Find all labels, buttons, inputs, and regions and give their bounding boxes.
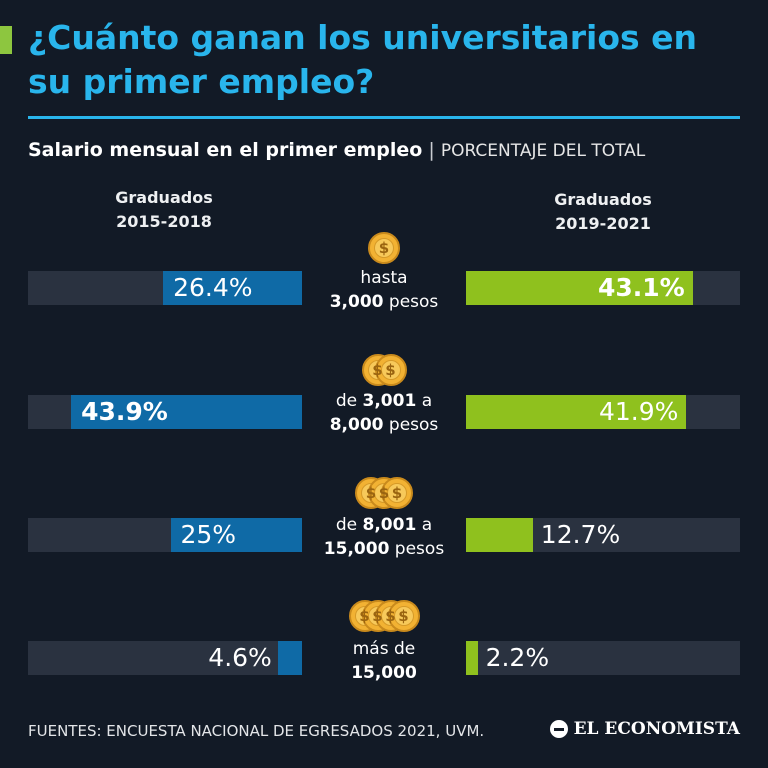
right-header-line1: Graduados (554, 190, 652, 209)
left-value-label: 4.6% (208, 643, 272, 672)
right-value-label: 43.1% (597, 273, 685, 302)
coin-icon: $ (355, 477, 387, 509)
subtitle-separator: | (428, 139, 435, 161)
coin-stack: $ $ $ (355, 477, 413, 511)
left-bar-track: 26.4% (28, 271, 302, 305)
category-label: de 8,001 a 15,000 pesos (323, 515, 445, 559)
source-note: FUENTES: ENCUESTA NACIONAL DE EGRESADOS … (28, 722, 485, 740)
right-value-label: 41.9% (598, 397, 679, 426)
left-bar (71, 395, 302, 429)
coin-icon: $ (374, 354, 407, 386)
coin-stack: $ $ $ $ (348, 600, 420, 634)
coin-icon: $ (368, 232, 400, 264)
subtitle-text: Salario mensual en el primer empleo (28, 139, 423, 161)
title-accent-bar (0, 26, 12, 54)
left-bar-track: 43.9% (28, 395, 302, 429)
left-bar-track: 4.6% (28, 641, 302, 675)
category-label: de 3,001 a 8,000 pesos (329, 391, 439, 435)
coin-icon: $ (387, 600, 420, 632)
left-value-label: 26.4% (173, 273, 253, 302)
category-label: hasta 3,000 pesos (329, 268, 439, 312)
left-bar (277, 641, 302, 675)
right-bar-track: 12.7% (466, 518, 740, 552)
right-bar-track: 41.9% (466, 395, 740, 429)
publisher-logo: EL ECONOMISTA (549, 719, 740, 739)
right-bar (466, 518, 533, 552)
left-bar (163, 271, 302, 305)
right-bar-track: 43.1% (466, 271, 740, 305)
right-bar-track: 2.2% (466, 641, 740, 675)
coin-icon: $ (381, 477, 413, 509)
chart-title: ¿Cuánto ganan los universitarios en su p… (28, 18, 698, 101)
left-header-line1: Graduados (115, 188, 213, 207)
right-header-line2: 2019-2021 (555, 214, 651, 233)
title-rule (28, 116, 740, 119)
right-value-label: 2.2% (485, 643, 550, 672)
logo-mark-icon (549, 720, 568, 738)
right-bar (466, 641, 478, 675)
left-value-label: 43.9% (81, 397, 168, 426)
unit-label: PORCENTAJE DEL TOTAL (440, 141, 646, 161)
right-value-label: 12.7% (540, 520, 621, 549)
right-bar (466, 271, 693, 305)
left-header-line2: 2015-2018 (116, 212, 212, 231)
left-bar-track: 25% (28, 518, 302, 552)
right-bar (466, 395, 687, 429)
coin-icon: $ (361, 600, 394, 632)
right-column-header: Graduados 2019-2021 (503, 188, 703, 236)
left-column-header: Graduados 2015-2018 (64, 186, 264, 234)
left-bar (170, 518, 302, 552)
coin-stack: $ $ (361, 354, 407, 388)
left-value-label: 25% (180, 520, 237, 549)
chart-subtitle: Salario mensual en el primer empleo | PO… (28, 137, 748, 164)
category-label: más de 15,000 (351, 639, 417, 683)
logo-text: EL ECONOMISTA (573, 719, 740, 739)
coin-stack: $ (368, 232, 400, 266)
